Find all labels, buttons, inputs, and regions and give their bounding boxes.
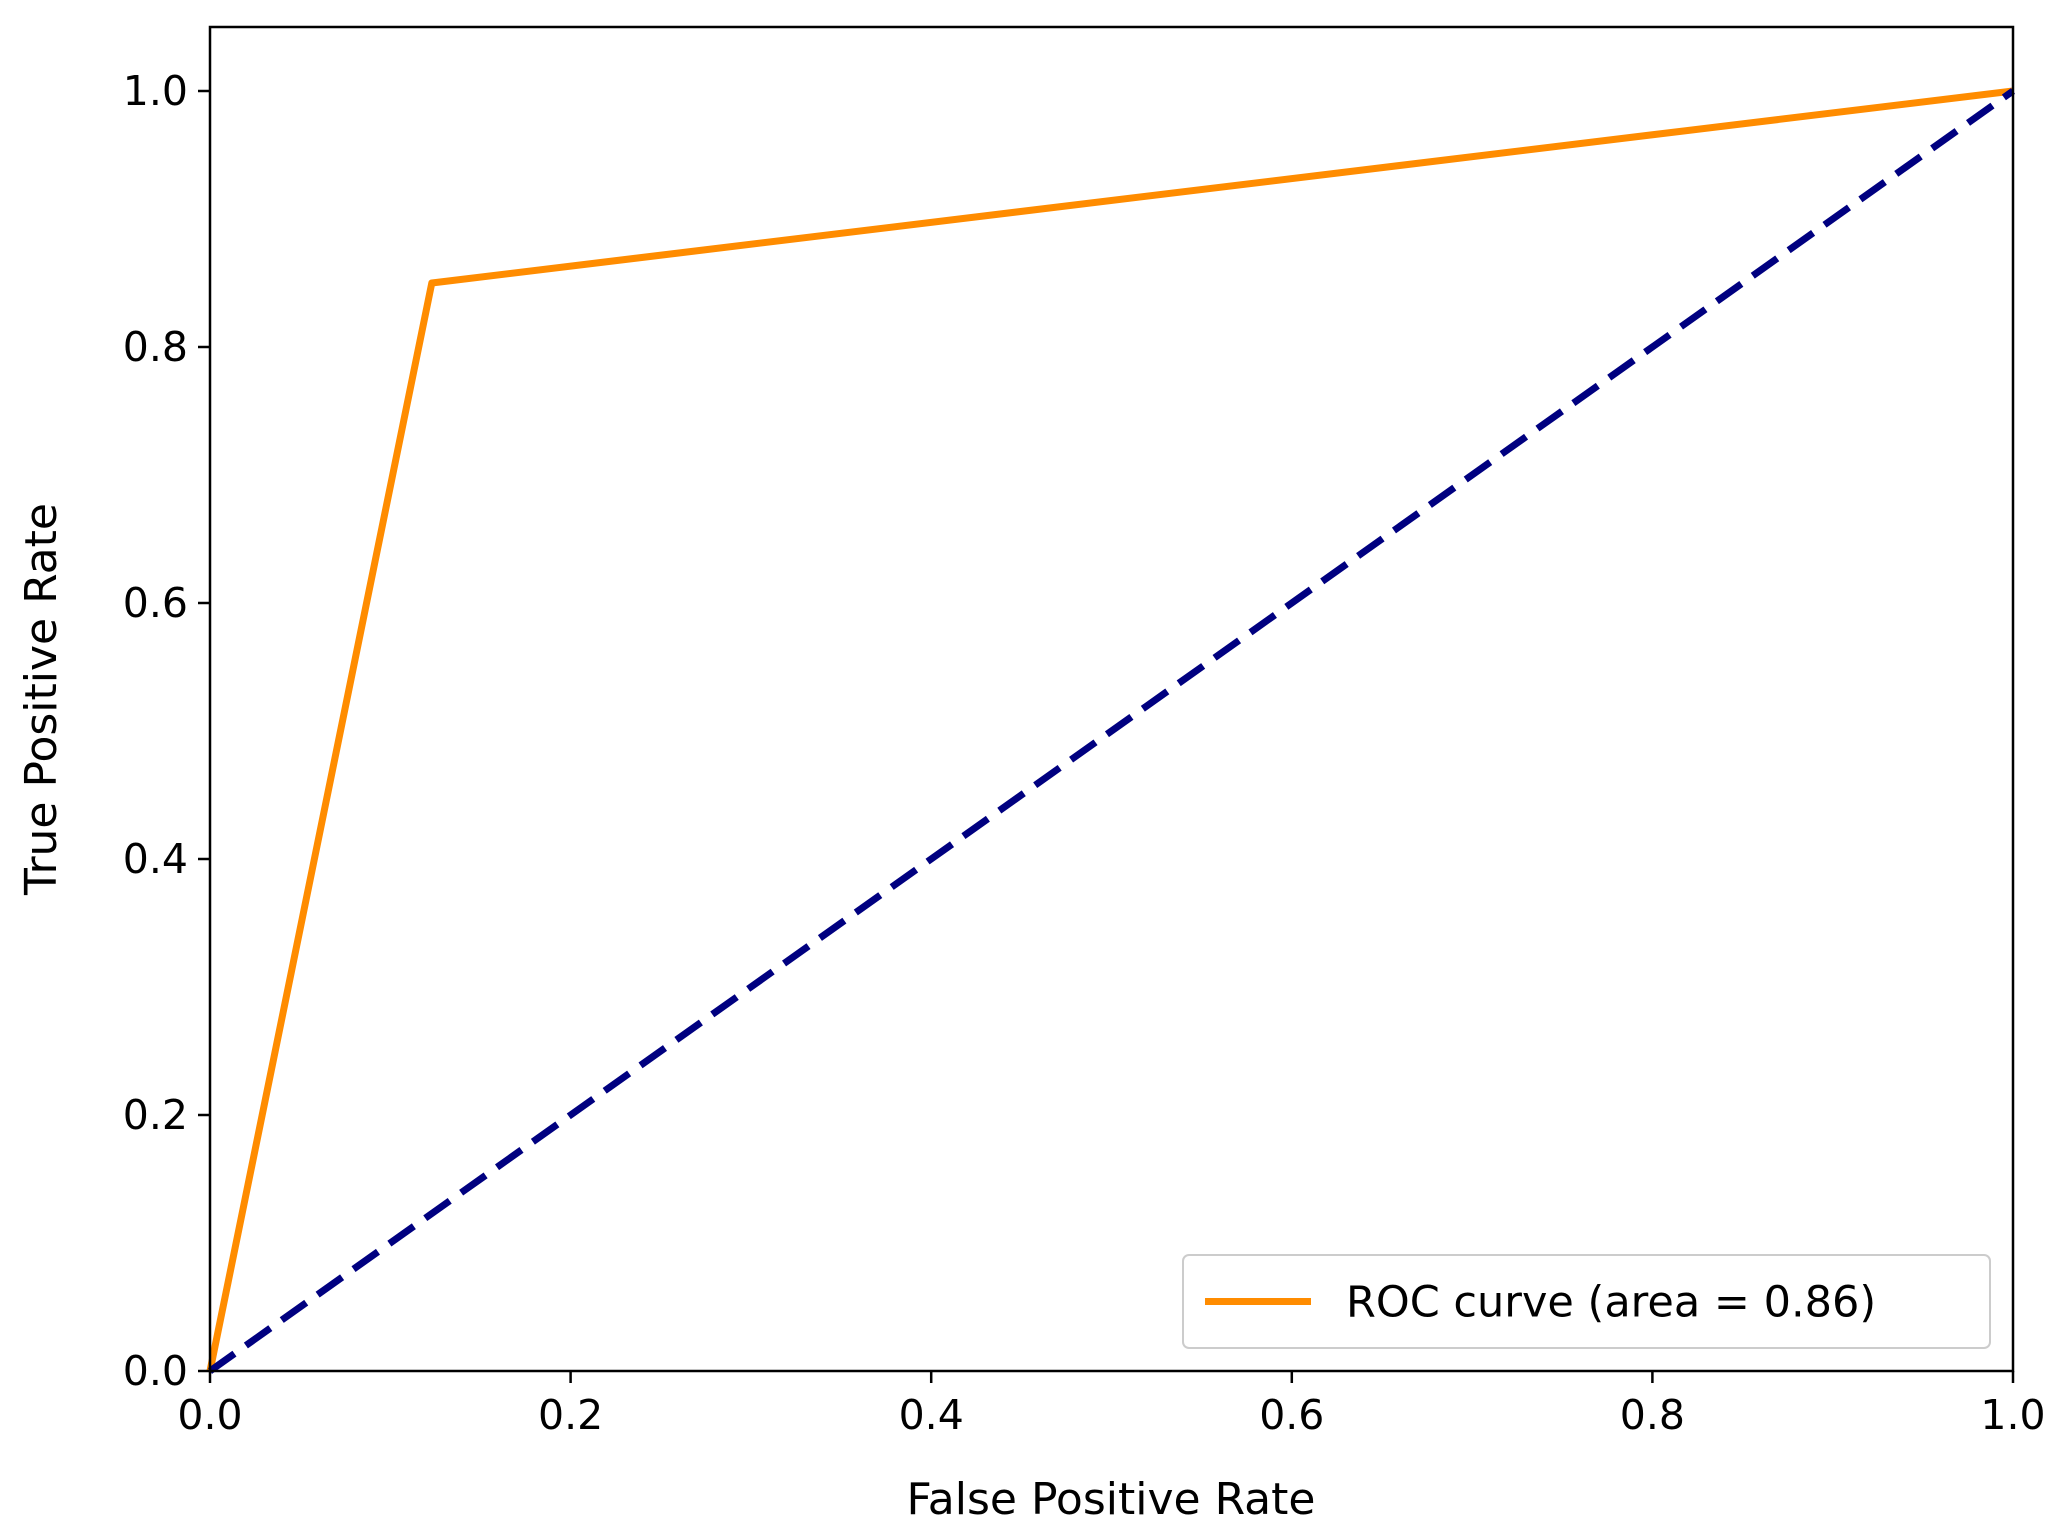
x-tick-label: 0.0 xyxy=(177,1391,242,1439)
x-tick-label: 1.0 xyxy=(1980,1391,2045,1439)
legend-entry-label: ROC curve (area = 0.86) xyxy=(1346,1278,1876,1328)
x-tick-label: 0.2 xyxy=(538,1391,603,1439)
x-tick-label: 0.6 xyxy=(1259,1391,1324,1439)
y-tick-label: 0.0 xyxy=(123,1347,188,1395)
y-tick-label: 0.4 xyxy=(123,835,188,883)
series-line-chance-diagonal xyxy=(207,88,2016,1374)
plot-frame xyxy=(208,25,2015,1373)
legend-box xyxy=(1182,1254,1991,1349)
ticks-layer: 0.0 0.2 0.4 0.6 0.8 1.0 0.0 0.2 0.4 0.6 0.8 1.0 xyxy=(123,67,2046,1439)
y-axis-label: True Positive Rate xyxy=(16,503,67,896)
x-axis-label: False Positive Rate xyxy=(907,1474,1316,1525)
y-tick-label: 0.2 xyxy=(123,1091,188,1139)
plot-layer xyxy=(206,87,2016,1374)
x-tick-label: 0.8 xyxy=(1620,1391,1685,1439)
y-tick-label: 1.0 xyxy=(123,67,188,115)
series-line-roc-curve xyxy=(206,87,2014,1372)
y-tick-label: 0.8 xyxy=(123,323,188,371)
y-tick-label: 0.6 xyxy=(123,579,188,627)
x-tick-label: 0.4 xyxy=(899,1391,964,1439)
legend: ROC curve (area = 0.86) xyxy=(1182,1254,1991,1349)
